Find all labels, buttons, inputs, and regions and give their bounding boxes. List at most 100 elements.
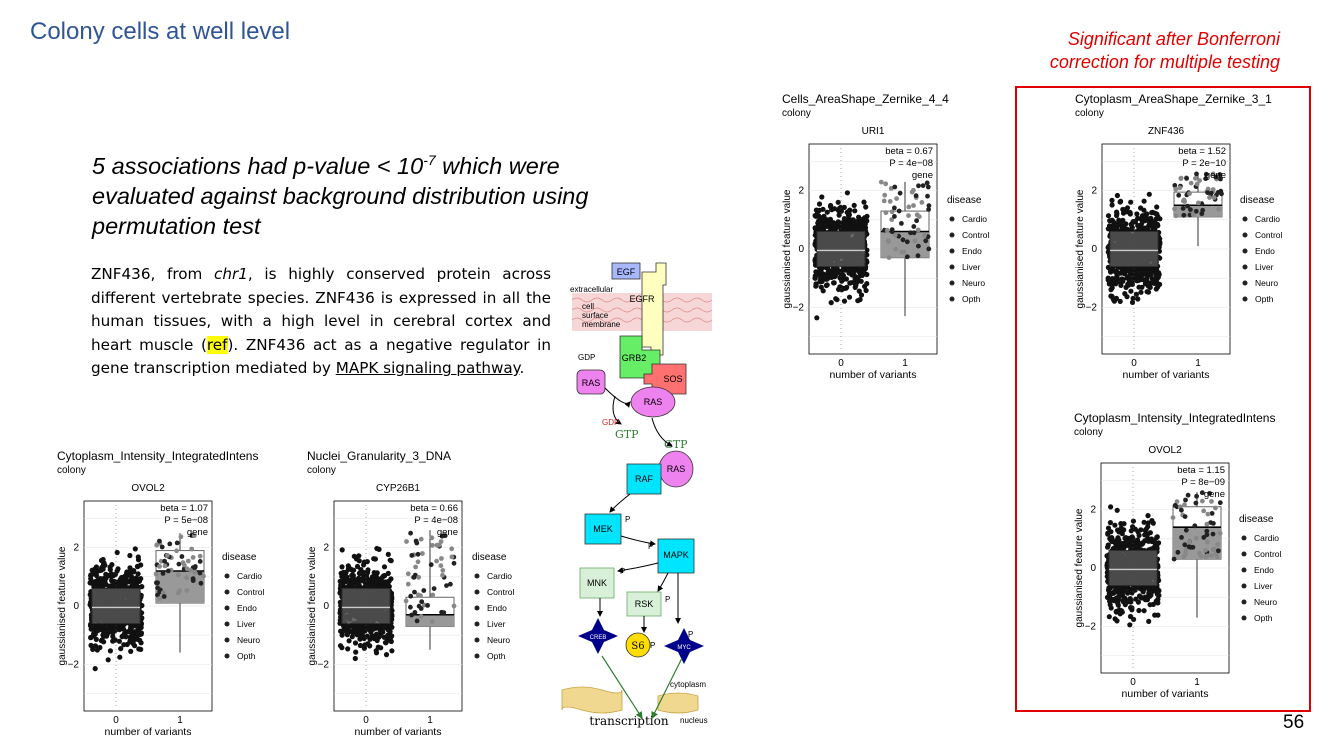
data-point <box>1209 499 1214 504</box>
data-point <box>1133 291 1139 297</box>
stat-annotation: beta = 1.52 <box>1178 146 1226 157</box>
mapk-pathway-diagram: EGF EGFR extracellular cell surface memb… <box>560 258 720 738</box>
data-point <box>413 564 418 570</box>
data-point <box>346 638 352 644</box>
cytoplasm-label: cytoplasm <box>670 680 706 689</box>
data-point <box>855 298 861 304</box>
y-axis-label: gaussianised feature value <box>782 189 793 308</box>
headline-exponent: -7 <box>423 152 436 168</box>
data-point <box>352 628 358 634</box>
data-point <box>1210 531 1216 537</box>
data-point <box>892 232 898 238</box>
data-point <box>198 580 204 586</box>
data-point <box>105 583 112 589</box>
data-point <box>1194 181 1200 187</box>
ras-active-label: RAS <box>644 397 663 407</box>
data-point <box>155 585 160 591</box>
data-point <box>841 298 848 304</box>
data-point <box>1105 531 1111 537</box>
legend-item: Endo <box>1254 565 1274 575</box>
data-point <box>906 213 911 218</box>
stat-annotation: beta = 0.67 <box>885 146 933 157</box>
data-point <box>1204 521 1210 527</box>
data-point <box>192 565 198 571</box>
raf-label: RAF <box>635 474 654 484</box>
data-point <box>829 207 835 213</box>
data-point <box>190 555 196 560</box>
data-point <box>405 581 411 587</box>
x-axis-label: number of variants <box>1123 369 1210 381</box>
y-tick-label: −2 <box>1085 621 1097 632</box>
data-point <box>93 564 99 570</box>
y-tick-label: 2 <box>323 543 329 554</box>
data-point <box>846 294 853 300</box>
data-point <box>882 192 888 198</box>
data-point <box>1156 540 1162 546</box>
data-point <box>1108 605 1114 611</box>
data-point <box>359 577 365 583</box>
data-point <box>1132 587 1138 593</box>
data-point <box>912 238 918 244</box>
data-point <box>920 183 926 188</box>
data-point <box>847 207 853 213</box>
legend-marker <box>1241 615 1247 621</box>
legend-item: Liver <box>237 619 256 629</box>
data-point <box>864 213 870 219</box>
data-point <box>1145 538 1152 544</box>
data-point <box>439 556 444 561</box>
data-point <box>352 640 359 646</box>
membrane-label-3: membrane <box>582 320 621 329</box>
data-point <box>1128 288 1134 294</box>
plot-gene-label: CYP26B1 <box>376 483 420 494</box>
data-point <box>861 199 867 205</box>
data-point <box>361 570 367 576</box>
gtp-label-2: GTP <box>664 438 688 451</box>
data-point <box>439 533 445 539</box>
legend-marker <box>474 589 480 595</box>
legend-title: disease <box>222 552 257 563</box>
mapk-pathway-link[interactable]: MAPK signaling pathway <box>335 359 520 377</box>
data-point <box>138 640 144 646</box>
legend-marker <box>474 637 480 643</box>
data-point <box>1194 493 1199 499</box>
legend-marker <box>474 653 480 659</box>
data-point <box>339 632 345 638</box>
y-tick-label: −2 <box>1086 302 1098 313</box>
data-point <box>842 224 848 230</box>
data-point <box>922 233 927 238</box>
data-point <box>904 239 910 245</box>
mek-label: MEK <box>593 524 613 534</box>
data-point <box>1135 215 1141 221</box>
data-point <box>105 626 111 632</box>
data-point <box>1106 614 1112 620</box>
data-point <box>197 553 203 559</box>
data-point <box>1114 507 1120 513</box>
legend-item: Opth <box>962 294 981 304</box>
data-point <box>134 563 141 569</box>
gdp-red-label: GDP <box>602 418 619 427</box>
data-point <box>852 284 858 290</box>
plot-subtitle: colony <box>1075 108 1104 119</box>
data-point <box>1193 500 1199 506</box>
data-point <box>1133 545 1139 551</box>
mnk-label: MNK <box>587 578 607 588</box>
stat-annotation: gene <box>1204 489 1225 500</box>
data-point <box>174 548 179 554</box>
legend-item: Endo <box>1255 246 1275 256</box>
y-tick-label: 2 <box>798 186 804 197</box>
data-point <box>840 273 846 279</box>
data-point <box>1153 216 1159 222</box>
legend-item: Cardio <box>1254 533 1279 543</box>
data-point <box>412 589 417 595</box>
ref-link[interactable]: ref <box>206 335 228 354</box>
data-point <box>180 560 186 565</box>
boxplot-uri1: Cells_AreaShape_Zernike_4_4 colony URI1 bet… <box>782 92 1072 392</box>
data-point <box>1111 220 1117 226</box>
data-point <box>1188 180 1194 186</box>
data-point <box>418 614 424 619</box>
data-point <box>89 567 95 573</box>
data-point <box>128 627 134 633</box>
data-point <box>1143 526 1149 532</box>
data-point <box>99 565 105 571</box>
y-tick-label: −2 <box>68 659 80 670</box>
